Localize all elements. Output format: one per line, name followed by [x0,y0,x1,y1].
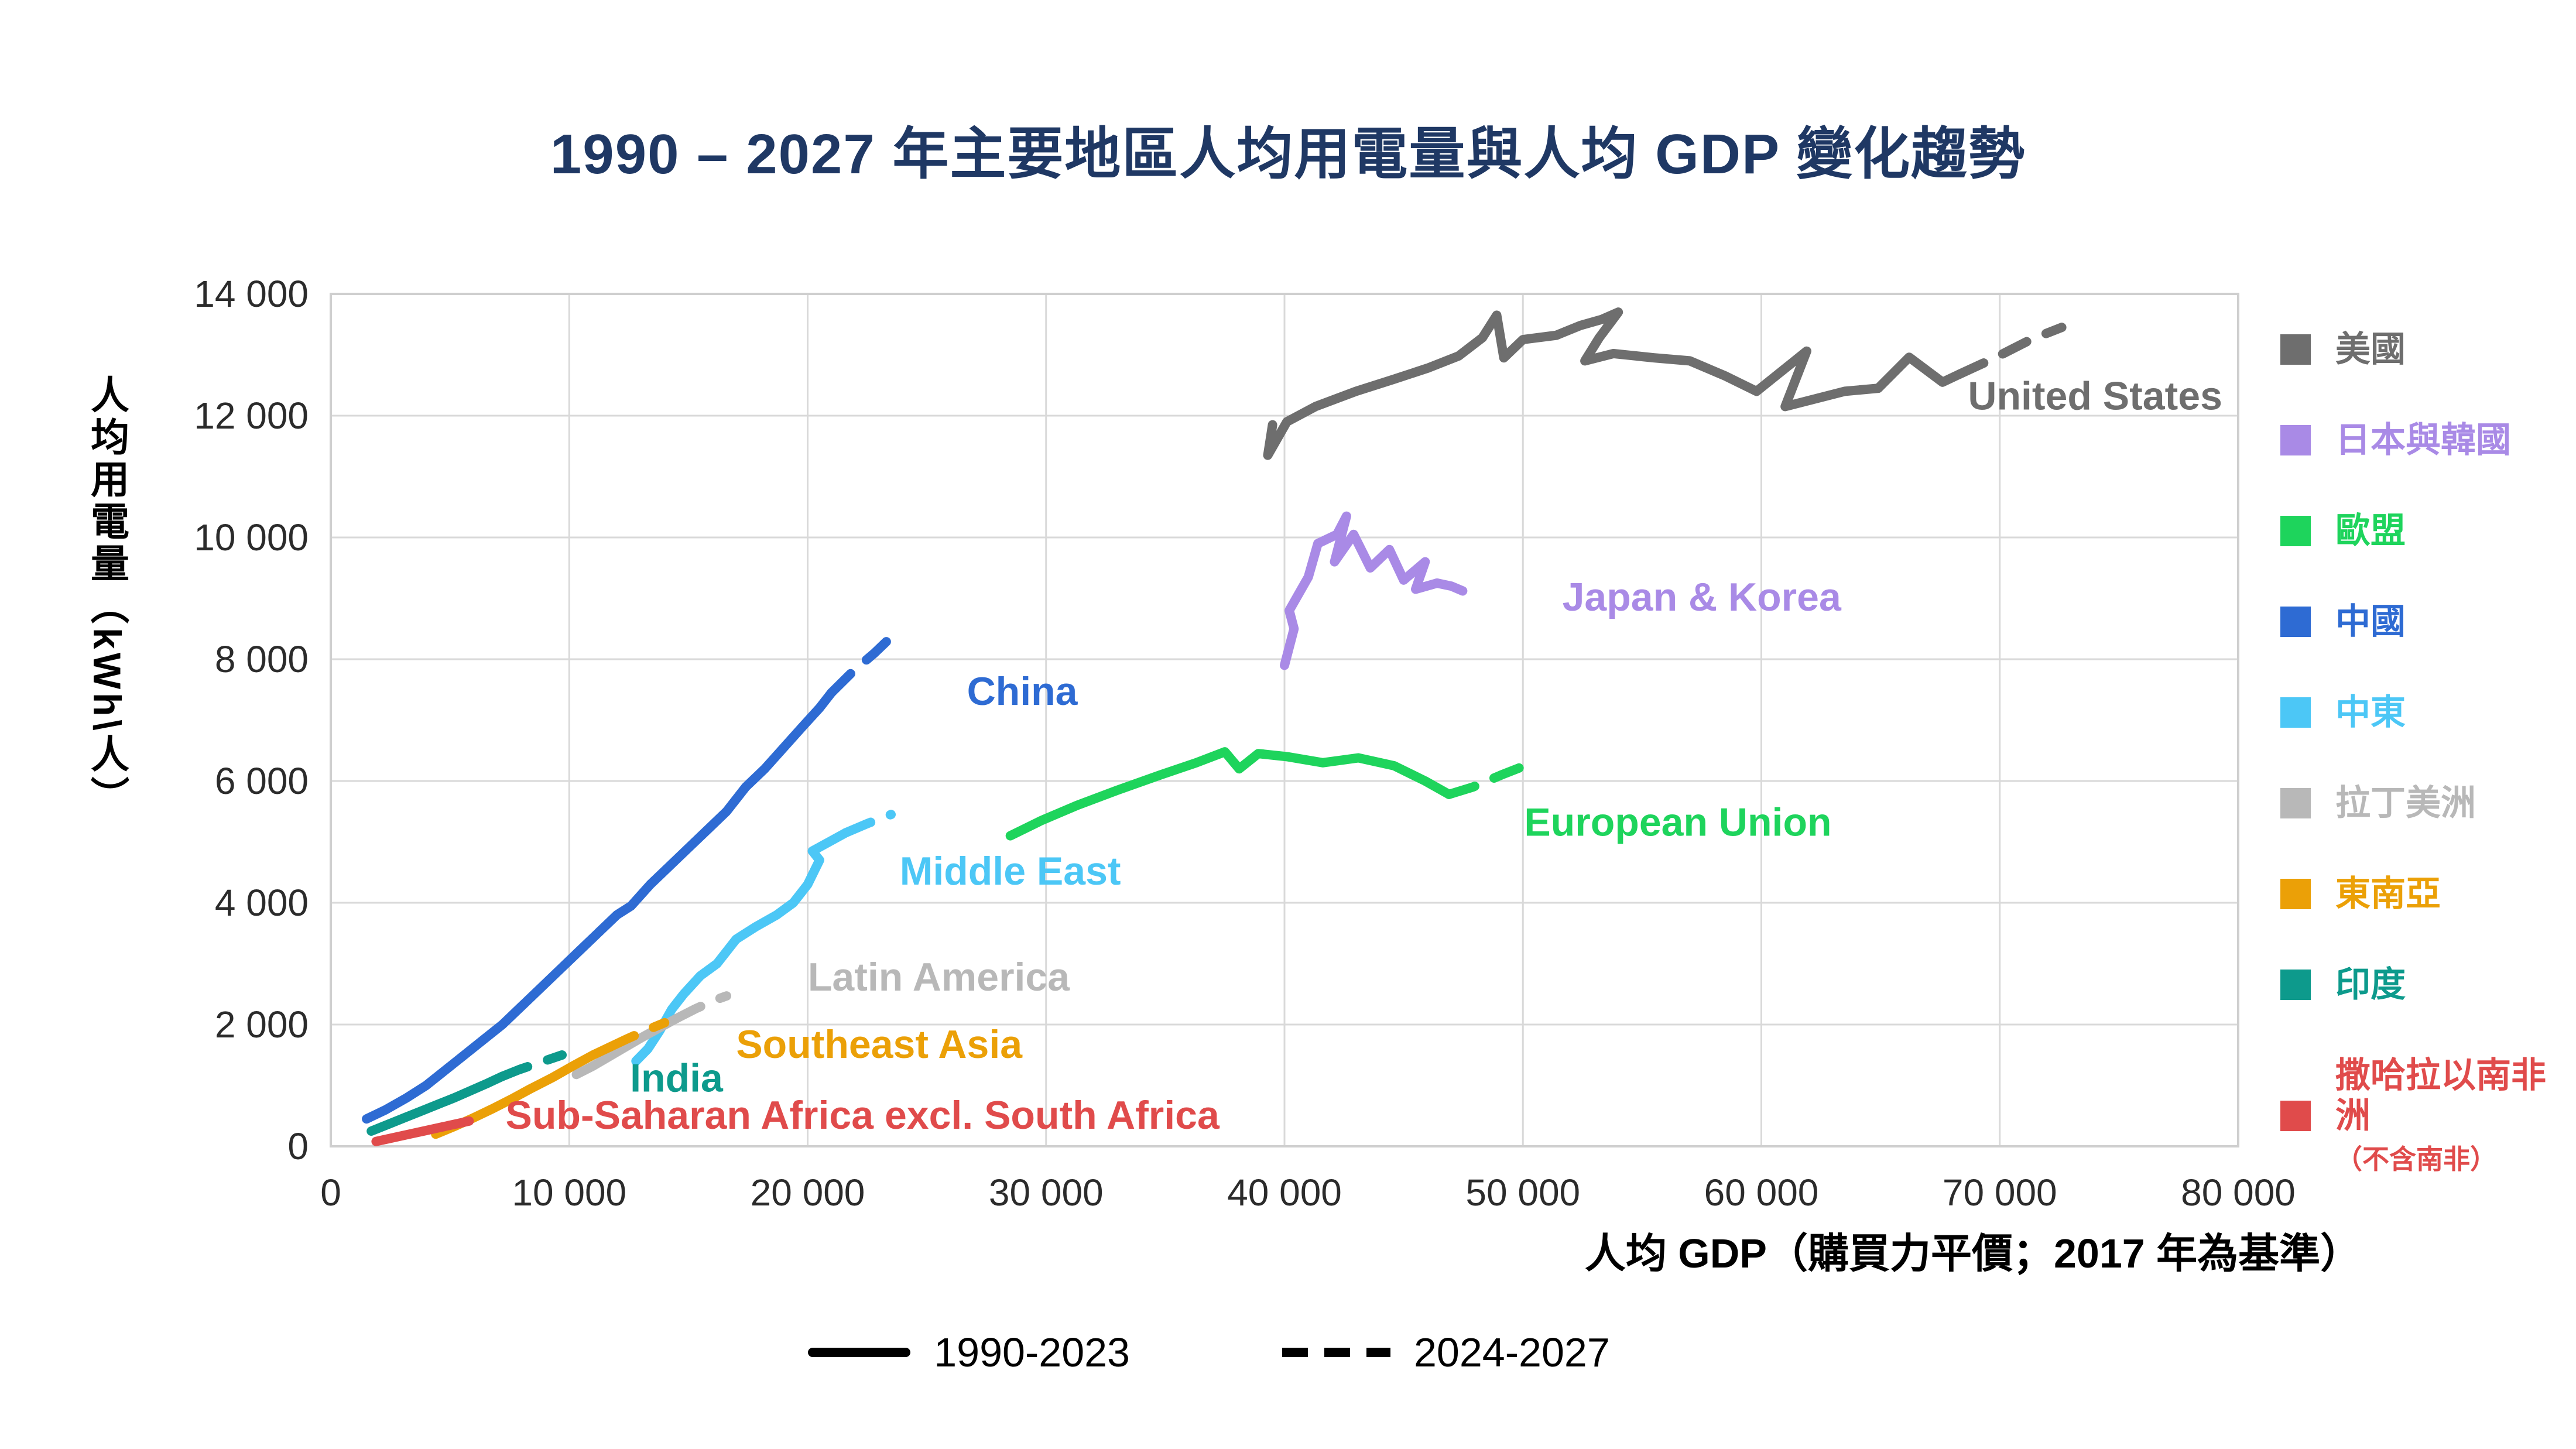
x-tick-label: 30 000 [988,1171,1104,1214]
legend-item: 美國 [2280,329,2546,369]
period-legend-item-historical: 1990-2023 [808,1329,1130,1376]
legend-label: 日本與韓國 [2335,420,2511,460]
x-tick-label: 40 000 [1227,1171,1342,1214]
x-tick-label: 80 000 [2181,1171,2296,1214]
series-line-dashed [438,1115,481,1132]
series-line-solid [371,1122,448,1146]
y-tick-label: 0 [287,1125,309,1167]
y-tick-label: 12 000 [194,395,309,437]
dashed-line-swatch [1282,1348,1390,1357]
x-tick-label: 70 000 [1942,1171,2057,1214]
series-line-dashed [1432,578,1471,597]
x-tick-label: 20 000 [750,1171,865,1214]
y-axis-label: 人均用電量（kWh\人） [85,375,129,818]
period-legend-label: 1990-2023 [934,1330,1130,1375]
solid-line-swatch [808,1348,911,1357]
period-legend: 1990-2023 2024-2027 [0,1329,2418,1376]
series-line-dashed [1444,758,1537,799]
legend-item: 歐盟 [2280,511,2546,551]
series-inline-label: Sub-Saharan Africa excl. South Africa [506,1093,1220,1138]
legend-label: 歐盟 [2335,511,2406,550]
series-inline-label: United States [1968,374,2222,419]
y-tick-label: 4 000 [214,882,309,924]
series-legend: 美國日本與韓國歐盟中國中東拉丁美洲東南亞印度撒哈拉以南非洲 （不含南非） [2280,329,2546,1177]
series-inline-label: India [630,1056,724,1100]
x-tick-label: 10 000 [512,1171,627,1214]
y-tick-label: 2 000 [214,1003,309,1046]
series-inline-label: China [967,669,1078,714]
legend-label: 中國 [2335,602,2406,641]
series-line-dashed [672,991,731,1023]
series-inline-label: Latin America [808,955,1070,999]
plot-frame [330,293,2239,1147]
legend-label: 東南亞 [2335,874,2441,913]
legend-color-swatch [2280,515,2311,546]
series-line-dashed [841,810,896,838]
x-axis-label: 人均 GDP（購買力平價；2017 年為基準） [1584,1231,2362,1276]
series-inline-label: Japan & Korea [1563,575,1842,619]
legend-color-swatch [2280,787,2311,818]
legend-item: 撒哈拉以南非洲 （不含南非） [2280,1055,2546,1177]
legend-item: 中國 [2280,601,2546,642]
legend-item: 日本與韓國 [2280,420,2546,460]
legend-color-swatch [2280,424,2311,455]
legend-color-swatch [2280,969,2311,1000]
series-line-solid [1263,307,1964,460]
legend-label: 印度 [2335,965,2406,1004]
legend-item: 中東 [2280,692,2546,732]
series-inline-label: European Union [1524,800,1831,845]
legend-label: 拉丁美洲 [2335,783,2476,823]
series-inline-label: Southeast Asia [736,1022,1023,1067]
legend-sublabel: （不含南非） [2335,1144,2497,1174]
legend-label: 美國 [2335,330,2406,369]
legend-color-swatch [2280,878,2311,909]
legend-item: 東南亞 [2280,873,2546,914]
legend-color-swatch [2280,606,2311,637]
legend-label: 中東 [2335,693,2406,732]
x-tick-label: 60 000 [1704,1171,1819,1214]
series-line-dashed [1954,323,2067,379]
x-tick-label: 50 000 [1465,1171,1581,1214]
series-line-dashed [498,1050,567,1081]
legend-item: 拉丁美洲 [2280,783,2546,823]
legend-color-swatch [2280,1101,2311,1131]
y-tick-label: 8 000 [214,638,309,680]
series-line-dashed [827,630,899,698]
series-line-solid [366,1071,508,1136]
series-line-dashed [605,1018,670,1052]
legend-item: 印度 [2280,964,2546,1005]
y-tick-label: 10 000 [194,516,309,559]
legend-color-swatch [2280,697,2311,728]
legend-color-swatch [2280,334,2311,365]
period-legend-item-forecast: 2024-2027 [1282,1329,1610,1376]
series-line-solid [1005,747,1454,841]
series-inline-label: Middle East [900,849,1121,893]
legend-label: 撒哈拉以南非洲 [2335,1056,2546,1135]
series-line-solid [1280,511,1442,670]
x-tick-label: 0 [320,1171,341,1214]
y-tick-label: 14 000 [194,273,309,315]
period-legend-label: 2024-2027 [1414,1330,1610,1375]
y-tick-label: 6 000 [214,760,309,802]
series-line-solid [362,688,837,1124]
chart-title: 1990 – 2027 年主要地區人均用電量與人均 GDP 變化趨勢 [550,123,2026,186]
